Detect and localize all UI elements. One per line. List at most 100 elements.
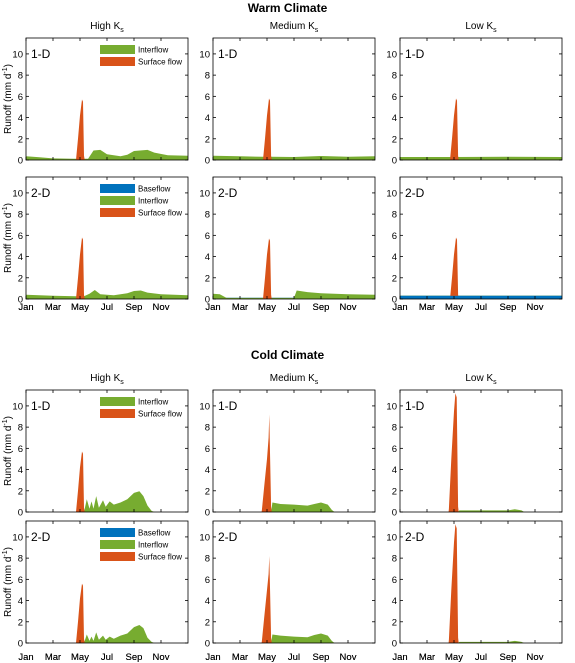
legend-swatch bbox=[100, 45, 135, 54]
y-tick-label: 6 bbox=[18, 575, 23, 586]
x-tick-label: May bbox=[258, 652, 276, 663]
column-title-main: Medium K bbox=[270, 373, 315, 384]
x-tick-label: Jul bbox=[288, 652, 300, 663]
y-label-close: ) bbox=[3, 64, 14, 67]
x-tick-label: Sep bbox=[126, 302, 143, 313]
column-title: High Ks bbox=[90, 21, 124, 34]
row-label: 2-D bbox=[218, 186, 238, 200]
y-label-exponent: -1 bbox=[2, 550, 9, 556]
y-tick-label: 0 bbox=[18, 639, 23, 650]
x-tick-label: Jan bbox=[392, 302, 407, 313]
x-tick-label: May bbox=[258, 652, 276, 663]
y-label-exponent: -1 bbox=[2, 206, 9, 212]
y-tick-label: 4 bbox=[205, 465, 210, 476]
y-tick-label: 2 bbox=[392, 273, 397, 284]
x-tick-label: Jul bbox=[101, 652, 113, 663]
legend-label: Surface flow bbox=[138, 209, 182, 218]
panel: 0 2 4 6 8 10 1-D bbox=[199, 37, 376, 167]
legend-swatch bbox=[100, 552, 135, 561]
y-tick-label: 8 bbox=[205, 210, 210, 221]
x-tick-label: Jul bbox=[101, 302, 113, 313]
panel-background bbox=[213, 390, 375, 512]
y-tick-label: 4 bbox=[18, 113, 23, 124]
x-tick-label: Jul bbox=[475, 302, 487, 313]
y-tick-label: 8 bbox=[392, 423, 397, 434]
panel-background bbox=[213, 521, 375, 643]
y-tick-label: 10 bbox=[12, 532, 23, 543]
x-tick-label: Jan bbox=[392, 652, 407, 663]
y-tick-label: 6 bbox=[18, 92, 23, 103]
column-title-main: Low K bbox=[465, 373, 493, 384]
x-tick-label: May bbox=[445, 302, 463, 313]
row-label: 1-D bbox=[218, 47, 238, 61]
row-label: 2-D bbox=[405, 530, 425, 544]
y-tick-label: 0 bbox=[18, 508, 23, 519]
legend-label: Interflow bbox=[138, 398, 168, 407]
x-tick-label: May bbox=[258, 302, 276, 313]
surface-flow-area bbox=[76, 583, 85, 643]
row-label: 2-D bbox=[31, 186, 51, 200]
x-tick-label: Jan bbox=[205, 652, 220, 663]
y-tick-label: 2 bbox=[392, 617, 397, 628]
y-tick-label: 10 bbox=[199, 188, 210, 199]
row-label: 1-D bbox=[31, 399, 51, 413]
y-tick-label: 6 bbox=[205, 231, 210, 242]
y-label-main: Runoff (mm d bbox=[3, 426, 14, 486]
y-tick-label: 6 bbox=[392, 575, 397, 586]
panel: 0 2 4 6 8 10 2-D bbox=[199, 520, 376, 650]
panel-background bbox=[400, 390, 562, 512]
legend-label: Surface flow bbox=[138, 553, 182, 562]
y-tick-label: 6 bbox=[205, 575, 210, 586]
legend-swatch bbox=[100, 409, 135, 418]
column-title-main: High K bbox=[90, 373, 120, 384]
legend-swatch bbox=[100, 184, 135, 193]
x-tick-label: Jul bbox=[288, 302, 300, 313]
row-label: 1-D bbox=[405, 399, 425, 413]
y-tick-label: 8 bbox=[205, 554, 210, 565]
panel-background bbox=[213, 177, 375, 299]
column-title-sub: s bbox=[315, 27, 319, 34]
y-tick-label: 0 bbox=[392, 156, 397, 167]
column-title: Low Ks bbox=[465, 21, 497, 34]
x-tick-label: Nov bbox=[153, 652, 170, 663]
legend-swatch bbox=[100, 57, 135, 66]
y-tick-label: 10 bbox=[386, 49, 397, 60]
y-tick-label: 4 bbox=[392, 596, 397, 607]
legend-label: Interflow bbox=[138, 541, 168, 550]
x-tick-label: Mar bbox=[419, 652, 435, 663]
y-tick-label: 2 bbox=[392, 134, 397, 145]
y-tick-label: 10 bbox=[199, 401, 210, 412]
surface-flow-area bbox=[261, 556, 272, 643]
y-tick-label: 2 bbox=[18, 617, 23, 628]
row-label: 2-D bbox=[31, 530, 51, 544]
y-tick-label: 0 bbox=[205, 508, 210, 519]
y-label-close: ) bbox=[3, 547, 14, 550]
x-tick-label: Jan bbox=[392, 302, 407, 313]
y-tick-label: 8 bbox=[392, 210, 397, 221]
x-tick-label: Jul bbox=[475, 302, 487, 313]
y-tick-label: 4 bbox=[205, 113, 210, 124]
surface-flow-area bbox=[262, 98, 272, 160]
x-tick-label: Nov bbox=[340, 302, 357, 313]
group-title: Cold Climate bbox=[251, 348, 325, 362]
interflow-area bbox=[26, 625, 188, 643]
x-tick-label: Nov bbox=[527, 302, 544, 313]
x-tick-label: Sep bbox=[126, 652, 143, 663]
panel: 0 2 4 6 8 10 2-D bbox=[386, 520, 563, 650]
interflow-area bbox=[213, 290, 375, 299]
x-tick-label: May bbox=[71, 652, 89, 663]
x-tick-label: Nov bbox=[153, 302, 170, 313]
panel: 0 2 4 6 8 10 2-D bbox=[386, 176, 563, 306]
x-tick-label: Jul bbox=[101, 652, 113, 663]
x-tick-label: May bbox=[445, 652, 463, 663]
y-tick-label: 0 bbox=[205, 639, 210, 650]
panel-background bbox=[213, 38, 375, 160]
x-tick-label: Mar bbox=[419, 302, 435, 313]
y-tick-label: 8 bbox=[205, 71, 210, 82]
interflow-area bbox=[26, 290, 188, 299]
x-tick-label: Sep bbox=[313, 652, 330, 663]
x-tick-label: Nov bbox=[527, 652, 544, 663]
x-tick-label: Nov bbox=[340, 652, 357, 663]
y-tick-label: 0 bbox=[18, 156, 23, 167]
y-axis-label: Runoff (mm d-1) bbox=[2, 64, 14, 134]
